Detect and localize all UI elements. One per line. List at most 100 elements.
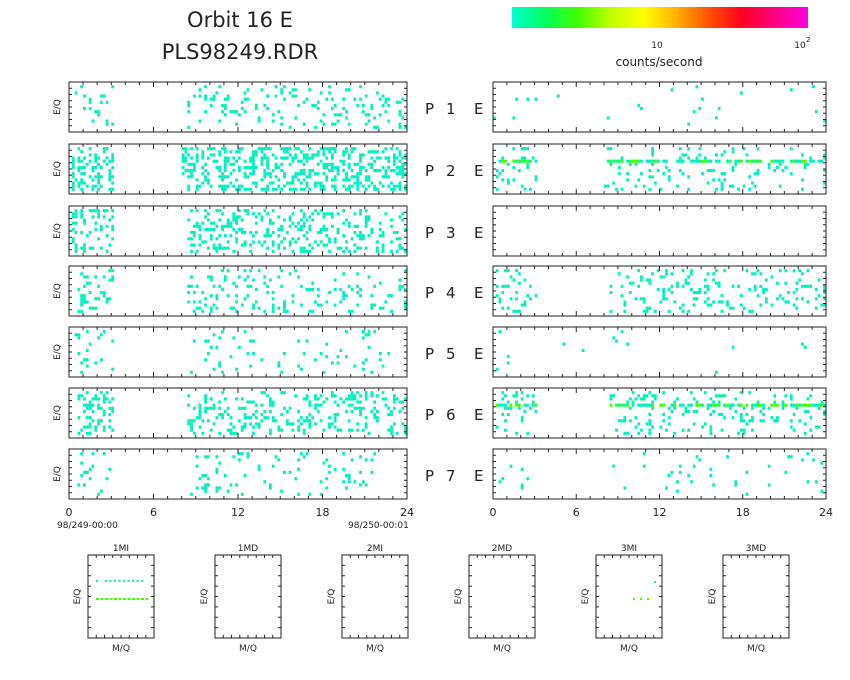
right-panel-4-count-cell <box>609 309 613 313</box>
left-panel-3-count-cell <box>288 218 292 222</box>
left-panel-3-count-cell <box>367 218 371 222</box>
left-panel-3-count-cell <box>381 249 385 253</box>
left-panel-2-count-cell <box>252 169 255 173</box>
left-panel-3-count-cell <box>322 227 326 231</box>
left-panel-7-count-cell <box>226 489 230 493</box>
left-panel-1-count-cell <box>297 103 300 107</box>
left-panel-4-count-cell <box>398 287 402 291</box>
right-panel-2-count-cell <box>523 156 527 160</box>
left-panel-3-count-cell <box>395 237 399 241</box>
left-panel-4-count-cell <box>404 269 407 273</box>
right-panel-6-band-cell <box>515 403 518 407</box>
left-panel-1-count-cell <box>243 97 247 101</box>
right-panel-2-band-cell <box>653 159 657 163</box>
left-panel-6-count-cell <box>350 394 354 398</box>
right-panel-4-count-cell <box>795 281 799 285</box>
right-panel-6-band-cell <box>651 403 654 407</box>
left-panel-6-count-cell <box>392 422 396 426</box>
left-panel-5-count-cell <box>77 336 81 340</box>
left-panel-3-count-cell <box>378 221 382 225</box>
left-panel-2-count-cell <box>238 187 241 191</box>
left-panel-3-count-cell <box>88 209 92 213</box>
left-panel-3-count-cell <box>302 246 306 250</box>
right-panel-4-count-cell <box>642 297 646 301</box>
left-panel-3-count-cell <box>74 209 78 213</box>
right-panel-4-count-cell <box>706 284 710 288</box>
left-panel-2-count-cell <box>328 150 331 154</box>
right-panel-6-count-cell <box>709 428 713 432</box>
left-panel-2-count-cell <box>277 184 281 188</box>
left-panel-2-count-cell <box>356 184 360 188</box>
left-panel-6-count-cell <box>192 419 196 423</box>
left-panel-3-count-cell <box>305 237 309 241</box>
left-xtick-label: 24 <box>400 506 414 519</box>
right-panel-7-frame <box>492 448 827 500</box>
left-panel-7-count-cell <box>246 455 250 459</box>
right-panel-2-band-cell <box>515 159 518 163</box>
left-panel-6-count-cell <box>88 431 92 435</box>
right-panel-4-count-cell <box>684 281 688 285</box>
right-panel-6-band-cell <box>823 403 826 407</box>
right-panel-2-count-cell <box>720 187 724 191</box>
left-panel-2-count-cell <box>187 153 191 157</box>
left-panel-2-count-cell <box>212 153 216 157</box>
left-panel-2-count-cell <box>97 162 100 166</box>
left-panel-6-count-cell <box>257 422 261 426</box>
left-panel-2-count-cell <box>212 147 216 151</box>
left-panel-6-count-cell <box>85 391 89 395</box>
left-panel-6-count-cell <box>102 397 106 401</box>
right-panel-2-band-cell <box>789 159 793 163</box>
colorbar-tick-100-exp: 2 <box>806 36 810 44</box>
right-panel-4-count-cell <box>623 300 627 304</box>
left-panel-3-count-cell <box>316 231 320 235</box>
right-panel-7-count-cell <box>745 470 749 474</box>
left-panel-6-count-cell <box>192 431 196 435</box>
left-panel-1-count-cell <box>325 97 329 101</box>
right-panel-2-band-cell <box>606 159 610 163</box>
left-panel-2-count-cell <box>243 172 247 176</box>
right-panel-2-count-cell <box>801 153 804 157</box>
left-panel-4-count-cell <box>235 300 238 304</box>
left-panel-3-count-cell <box>240 227 244 231</box>
left-panel-2-count-cell <box>325 175 329 179</box>
left-panel-2-count-cell <box>381 165 385 169</box>
right-panel-2-count-cell <box>756 172 760 176</box>
right-panel-4-count-cell <box>648 278 652 282</box>
right-panel-6-count-cell <box>731 416 735 420</box>
right-panel-6-count-cell <box>670 409 674 413</box>
left-panel-2-count-cell <box>235 187 238 191</box>
left-panel-3-count-cell <box>333 240 337 244</box>
left-panel-4-count-cell <box>288 272 292 276</box>
left-panel-3-count-cell <box>198 234 202 238</box>
left-panel-4-count-cell <box>356 272 360 276</box>
left-panel-7-count-cell <box>108 467 112 471</box>
right-panel-7-count-cell <box>695 455 699 459</box>
left-panel-6-count-cell <box>339 428 343 432</box>
right-panel-6-band-cell <box>534 403 538 407</box>
left-panel-1-count-cell <box>74 91 78 95</box>
right-panel-5-count-cell <box>581 348 585 352</box>
left-panel-4-count-cell <box>97 284 100 288</box>
right-panel-2-count-cell <box>526 162 530 166</box>
left-panel-6-count-cell <box>308 425 312 429</box>
left-panel-6-count-cell <box>243 416 247 420</box>
left-panel-5-count-cell <box>345 330 348 334</box>
left-panel-7-count-cell <box>198 477 202 481</box>
right-panel-6-count-cell <box>781 406 785 410</box>
left-panel-2-count-cell <box>370 165 374 169</box>
left-panel-6-count-cell <box>336 413 340 417</box>
left-panel-3-count-cell <box>330 224 334 228</box>
left-xtick-label: 0 <box>66 506 73 519</box>
right-panel-4-count-cell <box>651 272 654 276</box>
left-panel-3-count-cell <box>364 209 368 213</box>
left-panel-6-count-cell <box>353 406 357 410</box>
left-panel-2-count-cell <box>226 175 230 179</box>
left-panel-3-count-cell <box>215 246 219 250</box>
left-panel-4-count-cell <box>252 306 255 310</box>
left-panel-2-count-cell <box>314 181 317 185</box>
left-panel-3-count-cell <box>260 243 264 247</box>
left-panel-2-count-cell <box>311 156 315 160</box>
left-panel-2-count-cell <box>283 175 286 179</box>
left-panel-2-count-cell <box>350 147 354 151</box>
small-xlabel-1MD: M/Q <box>239 644 257 654</box>
